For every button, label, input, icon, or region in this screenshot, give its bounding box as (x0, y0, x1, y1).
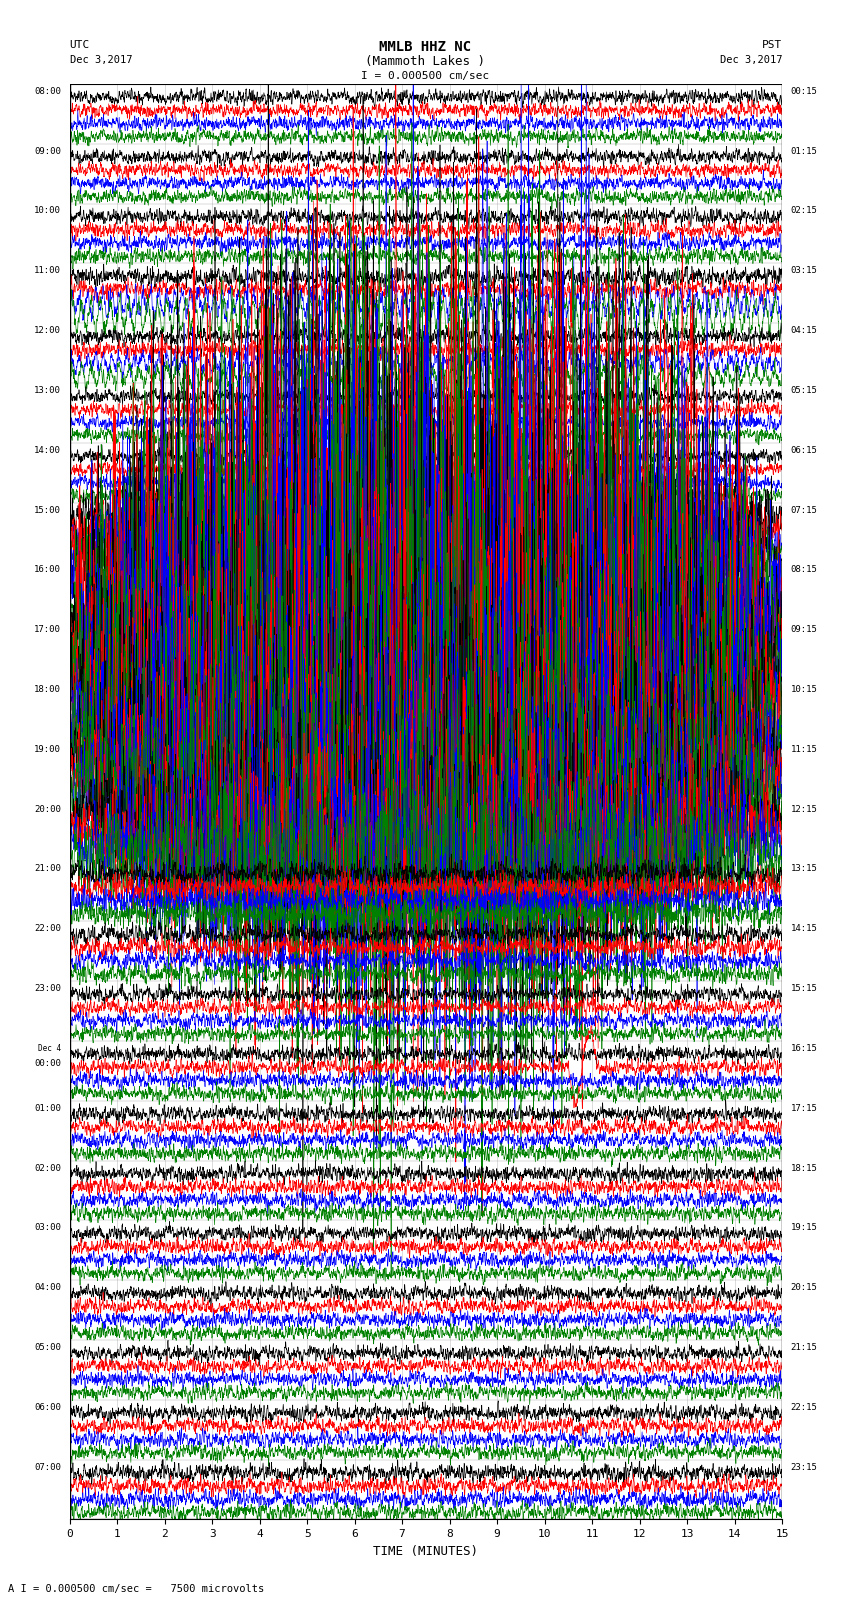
Text: 16:00: 16:00 (34, 566, 61, 574)
Text: 22:00: 22:00 (34, 924, 61, 934)
Text: 20:15: 20:15 (790, 1284, 818, 1292)
Text: 07:15: 07:15 (790, 505, 818, 515)
Text: 13:00: 13:00 (34, 386, 61, 395)
Text: 22:15: 22:15 (790, 1403, 818, 1411)
Text: 19:15: 19:15 (790, 1223, 818, 1232)
Text: 20:00: 20:00 (34, 805, 61, 813)
Text: 21:15: 21:15 (790, 1344, 818, 1352)
Text: 14:00: 14:00 (34, 445, 61, 455)
Text: 01:15: 01:15 (790, 147, 818, 156)
Text: 14:15: 14:15 (790, 924, 818, 934)
Text: 08:15: 08:15 (790, 566, 818, 574)
Text: 04:00: 04:00 (34, 1284, 61, 1292)
Text: 06:00: 06:00 (34, 1403, 61, 1411)
Text: MMLB HHZ NC: MMLB HHZ NC (379, 40, 471, 55)
Text: PST: PST (762, 40, 782, 50)
Text: 08:00: 08:00 (34, 87, 61, 95)
Text: 18:00: 18:00 (34, 686, 61, 694)
Text: 05:15: 05:15 (790, 386, 818, 395)
Text: 18:15: 18:15 (790, 1163, 818, 1173)
Text: 10:15: 10:15 (790, 686, 818, 694)
Text: 21:00: 21:00 (34, 865, 61, 874)
Text: 00:15: 00:15 (790, 87, 818, 95)
Text: 13:15: 13:15 (790, 865, 818, 874)
Text: (Mammoth Lakes ): (Mammoth Lakes ) (365, 55, 485, 68)
Text: 04:15: 04:15 (790, 326, 818, 336)
Text: 05:00: 05:00 (34, 1344, 61, 1352)
Text: UTC: UTC (70, 40, 90, 50)
Text: 01:00: 01:00 (34, 1103, 61, 1113)
Text: 11:00: 11:00 (34, 266, 61, 276)
Text: 15:15: 15:15 (790, 984, 818, 994)
Text: 09:00: 09:00 (34, 147, 61, 156)
Text: 17:15: 17:15 (790, 1103, 818, 1113)
Text: 09:15: 09:15 (790, 626, 818, 634)
Text: 03:00: 03:00 (34, 1223, 61, 1232)
X-axis label: TIME (MINUTES): TIME (MINUTES) (373, 1545, 479, 1558)
Text: I = 0.000500 cm/sec: I = 0.000500 cm/sec (361, 71, 489, 81)
Text: 23:00: 23:00 (34, 984, 61, 994)
Text: 11:15: 11:15 (790, 745, 818, 753)
Text: 10:00: 10:00 (34, 206, 61, 216)
Text: 12:00: 12:00 (34, 326, 61, 336)
Text: 16:15: 16:15 (790, 1044, 818, 1053)
Text: 15:00: 15:00 (34, 505, 61, 515)
Text: 12:15: 12:15 (790, 805, 818, 813)
Text: 06:15: 06:15 (790, 445, 818, 455)
Text: Dec 3,2017: Dec 3,2017 (70, 55, 133, 65)
Text: 07:00: 07:00 (34, 1463, 61, 1471)
Text: 03:15: 03:15 (790, 266, 818, 276)
Text: Dec 3,2017: Dec 3,2017 (719, 55, 782, 65)
Text: 19:00: 19:00 (34, 745, 61, 753)
Text: 02:00: 02:00 (34, 1163, 61, 1173)
Text: Dec 4: Dec 4 (38, 1044, 61, 1053)
Text: 17:00: 17:00 (34, 626, 61, 634)
Text: 00:00: 00:00 (34, 1058, 61, 1068)
Text: 02:15: 02:15 (790, 206, 818, 216)
Text: A I = 0.000500 cm/sec =   7500 microvolts: A I = 0.000500 cm/sec = 7500 microvolts (8, 1584, 264, 1594)
Text: 23:15: 23:15 (790, 1463, 818, 1471)
